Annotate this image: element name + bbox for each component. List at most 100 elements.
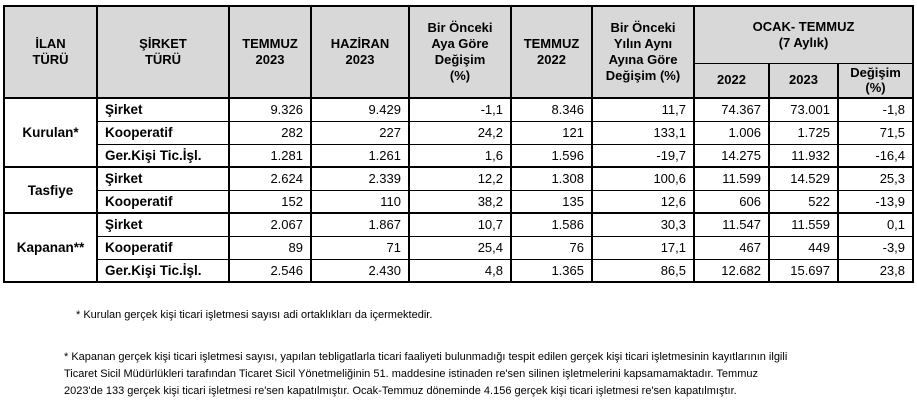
value-cell: 12.682 — [693, 258, 770, 283]
value-cell: 10,7 — [408, 212, 512, 237]
header-row-main: İLAN TÜRÜ ŞİRKET TÜRÜ TEMMUZ 2023 HAZİRA… — [3, 5, 915, 99]
value-cell: 152 — [228, 189, 312, 214]
footnote-kurulan: * Kurulan gerçek kişi ticari işletmesi s… — [76, 309, 433, 322]
value-cell: 17,1 — [591, 235, 695, 260]
value-cell: 11.547 — [693, 212, 770, 237]
value-cell: 227 — [310, 120, 410, 145]
value-cell: 4,8 — [408, 258, 512, 283]
header-temmuz-2022: TEMMUZ 2022 — [510, 5, 593, 99]
value-cell: 25,4 — [408, 235, 512, 260]
table-header: İLAN TÜRÜ ŞİRKET TÜRÜ TEMMUZ 2023 HAZİRA… — [3, 5, 915, 99]
value-cell: 30,3 — [591, 212, 695, 237]
header-ilan-turu: İLAN TÜRÜ — [3, 5, 98, 99]
value-cell: 8.346 — [510, 97, 593, 122]
value-cell: 1.365 — [510, 258, 593, 283]
header-yillik-degisim: Bir Önceki Yılın Aynı Ayına Göre Değişim… — [591, 5, 695, 99]
table-row: Ger.Kişi Tic.İşl. 1.281 1.261 1,6 1.596 -19,7… — [4, 143, 915, 168]
header-row-sub: 2022 2023 Değişim (%) — [4, 62, 915, 99]
value-cell: 133,1 — [591, 120, 695, 145]
value-cell: 1.261 — [310, 143, 410, 168]
sirket-turu-cell: Kooperatif — [96, 189, 230, 214]
value-cell: 14.529 — [768, 166, 839, 191]
value-cell: 1.586 — [510, 212, 593, 237]
header-sub-degisim: Değişim (%) — [836, 62, 915, 99]
value-cell: 2.624 — [228, 166, 312, 191]
value-cell: 121 — [510, 120, 593, 145]
footnote-kapanan: * Kapanan gerçek kişi ticari işletmesi s… — [64, 351, 788, 398]
header-haziran-2023: HAZİRAN 2023 — [310, 5, 410, 99]
header-temmuz-2023: TEMMUZ 2023 — [228, 5, 312, 99]
value-cell: 11.559 — [768, 212, 839, 237]
company-statistics-table: İLAN TÜRÜ ŞİRKET TÜRÜ TEMMUZ 2023 HAZİRA… — [3, 5, 915, 284]
sirket-turu-cell: Kooperatif — [96, 120, 230, 145]
sirket-turu-cell: Şirket — [96, 212, 230, 237]
value-cell: 74.367 — [693, 97, 770, 122]
value-cell: 110 — [310, 189, 410, 214]
value-cell: 73.001 — [768, 97, 839, 122]
table-row: Kooperatif 282 227 24,2 121 133,1 1.006 1.725 71… — [4, 120, 915, 145]
header-aylik-degisim: Bir Önceki Aya Göre Değişim (%) — [408, 5, 512, 99]
value-cell: 23,8 — [836, 258, 915, 283]
ilan-turu-cell: Tasfiye — [3, 166, 98, 214]
value-cell: 1.867 — [310, 212, 410, 237]
value-cell: 89 — [228, 235, 312, 260]
value-cell: 1.281 — [228, 143, 312, 168]
value-cell: 38,2 — [408, 189, 512, 214]
ilan-turu-cell: Kapanan** — [3, 212, 98, 283]
value-cell: 522 — [768, 189, 839, 214]
table-body: Kurulan* Şirket 9.326 9.429 -1,1 8.346 11,7 74.… — [3, 97, 915, 283]
table-row: Kooperatif 89 71 25,4 76 17,1 467 449 -3,9 — [4, 235, 915, 260]
value-cell: 467 — [693, 235, 770, 260]
sirket-turu-cell: Şirket — [96, 97, 230, 122]
value-cell: -19,7 — [591, 143, 695, 168]
value-cell: -13,9 — [836, 189, 915, 214]
value-cell: 2.067 — [228, 212, 312, 237]
ilan-turu-cell: Kurulan* — [3, 97, 98, 168]
value-cell: 606 — [693, 189, 770, 214]
table-row: Kooperatif 152 110 38,2 135 12,6 606 522 -13,9 — [4, 189, 915, 214]
value-cell: 1.596 — [510, 143, 593, 168]
value-cell: 71 — [310, 235, 410, 260]
header-sirket-turu: ŞİRKET TÜRÜ — [96, 5, 230, 99]
value-cell: 12,6 — [591, 189, 695, 214]
value-cell: 15.697 — [768, 258, 839, 283]
value-cell: 135 — [510, 189, 593, 214]
value-cell: 12,2 — [408, 166, 512, 191]
sirket-turu-cell: Ger.Kişi Tic.İşl. — [96, 143, 230, 168]
value-cell: 0,1 — [836, 212, 915, 237]
value-cell: 1.006 — [693, 120, 770, 145]
value-cell: 71,5 — [836, 120, 915, 145]
value-cell: 449 — [768, 235, 839, 260]
value-cell: 76 — [510, 235, 593, 260]
header-ocak-temmuz: OCAK- TEMMUZ (7 Aylık) — [692, 5, 915, 64]
value-cell: 1.725 — [768, 120, 839, 145]
value-cell: 25,3 — [836, 166, 915, 191]
value-cell: -3,9 — [836, 235, 915, 260]
table-row: Kurulan* Şirket 9.326 9.429 -1,1 8.346 11,7 74.… — [3, 97, 915, 168]
value-cell: 9.326 — [228, 97, 312, 122]
value-cell: 9.429 — [310, 97, 410, 122]
value-cell: 2.339 — [310, 166, 410, 191]
value-cell: -1,1 — [408, 97, 512, 122]
value-cell: 2.546 — [228, 258, 312, 283]
value-cell: -16,4 — [836, 143, 915, 168]
table-row: Ger.Kişi Tic.İşl. 2.546 2.430 4,8 1.365 86,5 1… — [4, 258, 915, 283]
header-sub-2023: 2023 — [768, 62, 839, 99]
value-cell: 1.308 — [510, 166, 593, 191]
value-cell: 86,5 — [591, 258, 695, 283]
table-row: Kapanan** Şirket 2.067 1.867 10,7 1.586 30,3 11… — [3, 212, 915, 283]
value-cell: 2.430 — [310, 258, 410, 283]
footnotes: * Kurulan gerçek kişi ticari işletmesi s… — [64, 290, 907, 412]
value-cell: 24,2 — [408, 120, 512, 145]
value-cell: 282 — [228, 120, 312, 145]
value-cell: 100,6 — [591, 166, 695, 191]
sirket-turu-cell: Kooperatif — [96, 235, 230, 260]
sirket-turu-cell: Ger.Kişi Tic.İşl. — [96, 258, 230, 283]
value-cell: 11.932 — [768, 143, 839, 168]
value-cell: 11,7 — [591, 97, 695, 122]
value-cell: 14.275 — [693, 143, 770, 168]
value-cell: 11.599 — [693, 166, 770, 191]
table-row: Tasfiye Şirket 2.624 2.339 12,2 1.308 100,6 11.… — [3, 166, 915, 214]
value-cell: 1,6 — [408, 143, 512, 168]
